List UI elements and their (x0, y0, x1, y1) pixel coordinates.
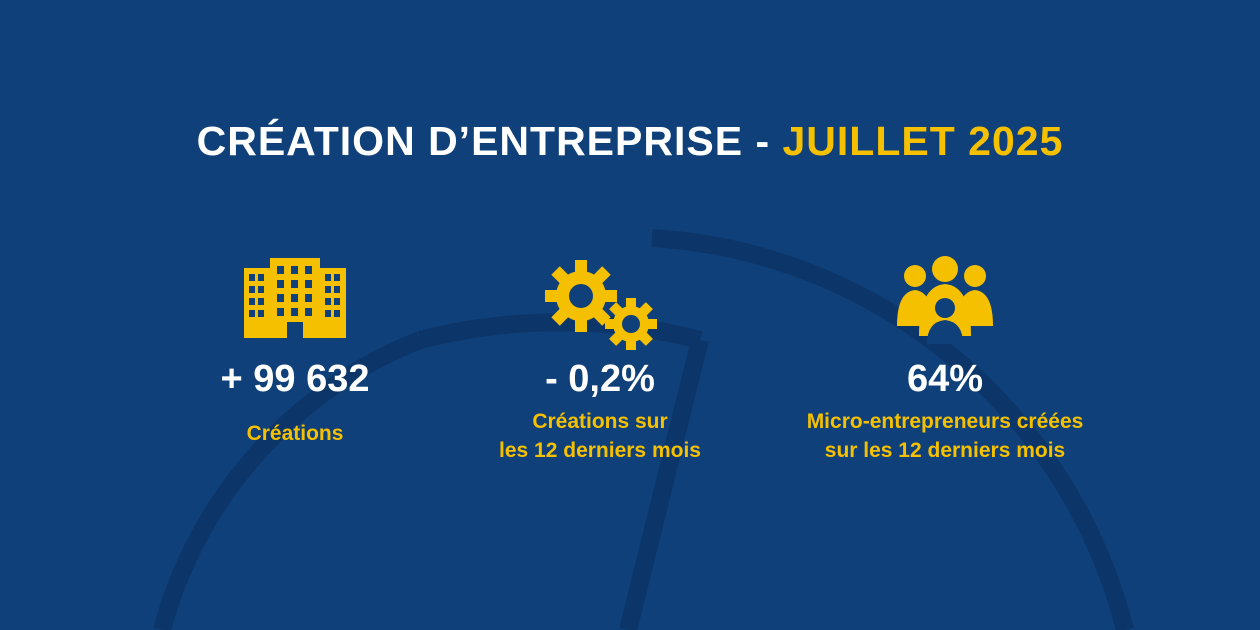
stat-creations: + 99 632 Créations (170, 258, 420, 458)
page-title: CRÉATION D’ENTREPRISE - JUILLET 2025 (0, 118, 1260, 165)
title-main: CRÉATION D’ENTREPRISE - (196, 118, 783, 164)
buildings-icon (244, 258, 346, 338)
stat-label-line: Créations sur (532, 410, 668, 433)
stat-label: Créations (170, 419, 420, 448)
stat-label-line: Micro-entrepreneurs créées (806, 410, 1084, 433)
stat-creations-12-months: - 0,2% Créations sur les 12 derniers moi… (470, 260, 730, 470)
stat-label: Micro-entrepreneurs créées sur les 12 de… (780, 407, 1110, 465)
stat-label-line: Créations (246, 422, 344, 445)
stat-micro-entrepreneurs: 64% Micro-entrepreneurs créées sur les 1… (780, 256, 1110, 470)
stat-label-line: les 12 derniers mois (499, 439, 701, 462)
stat-label-line: sur les 12 derniers mois (824, 439, 1066, 462)
people-group-icon (897, 256, 993, 344)
stat-value: - 0,2% (545, 358, 655, 400)
title-accent: JUILLET 2025 (782, 118, 1064, 164)
stat-value: 64% (906, 358, 984, 400)
gears-icon (545, 260, 657, 350)
stat-label: Créations sur les 12 derniers mois (470, 407, 730, 465)
stat-value: + 99 632 (220, 358, 370, 400)
